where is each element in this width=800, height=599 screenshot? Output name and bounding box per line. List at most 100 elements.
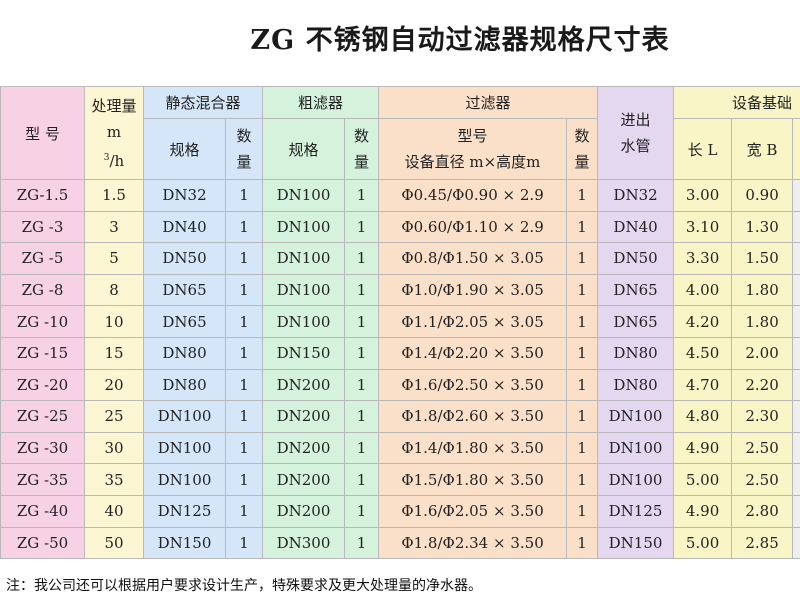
header-mixer-qty: 数量 (224, 118, 264, 180)
cell-capacity: 30 (84, 431, 144, 465)
cell-coarse: DN200 (262, 463, 346, 496)
cell-mixer: DN80 (143, 336, 226, 370)
cell-pipe: DN80 (597, 336, 675, 370)
cell-width: 1.50 (731, 242, 794, 275)
cell-filter: Φ1.8/Φ2.34 × 3.50 (378, 526, 568, 560)
header-filter: 过滤器 (378, 86, 599, 119)
cell-extra (792, 305, 800, 338)
cell-coarse-qty: 1 (344, 273, 380, 307)
cell-capacity: 5 (84, 242, 144, 275)
cell-mixer: DN50 (143, 242, 226, 275)
cell-coarse: DN100 (262, 273, 346, 307)
cell-model: ZG -40 (0, 494, 85, 528)
cell-filter-qty: 1 (566, 273, 599, 307)
cell-capacity: 50 (84, 526, 144, 560)
cell-coarse: DN200 (262, 431, 346, 465)
header-capacity: 处理量 m 3/h (84, 86, 144, 180)
cell-extra (792, 463, 800, 496)
cell-filter: Φ1.5/Φ1.80 × 3.50 (378, 463, 568, 496)
cell-mixer: DN32 (143, 179, 226, 212)
cell-coarse: DN300 (262, 526, 346, 560)
cell-capacity: 8 (84, 273, 144, 307)
cell-width: 1.80 (731, 305, 794, 338)
cell-mixer-qty: 1 (224, 463, 264, 496)
cell-mixer-qty: 1 (224, 368, 264, 402)
cell-pipe: DN65 (597, 305, 675, 338)
cell-filter-qty: 1 (566, 210, 599, 244)
cell-extra (792, 336, 800, 370)
cell-model: ZG -25 (0, 400, 85, 433)
footnote: 注：我公司还可以根据用户要求设计生产，特殊要求及更大处理量的净水器。 (6, 578, 482, 594)
cell-coarse: DN100 (262, 210, 346, 244)
cell-extra (792, 179, 800, 212)
cell-filter: Φ1.4/Φ1.80 × 3.50 (378, 431, 568, 465)
cell-extra (792, 431, 800, 465)
cell-length: 4.50 (673, 336, 733, 370)
cell-filter-qty: 1 (566, 305, 599, 338)
cell-pipe: DN40 (597, 210, 675, 244)
cell-model: ZG -35 (0, 463, 85, 496)
cell-width: 2.80 (731, 494, 794, 528)
cell-capacity: 15 (84, 336, 144, 370)
cell-model: ZG -5 (0, 242, 85, 275)
cell-pipe: DN125 (597, 494, 675, 528)
cell-model: ZG -50 (0, 526, 85, 560)
cell-mixer: DN80 (143, 368, 226, 402)
cell-length: 4.90 (673, 494, 733, 528)
cell-coarse-qty: 1 (344, 242, 380, 275)
cell-capacity: 35 (84, 463, 144, 496)
cell-extra (792, 242, 800, 275)
cell-filter: Φ1.8/Φ2.60 × 3.50 (378, 400, 568, 433)
cell-filter-qty: 1 (566, 526, 599, 560)
table-row: ZG -5 5 DN50 1 DN100 1 Φ0.8/Φ1.50 × 3.05… (0, 242, 800, 275)
table-row: ZG -35 35 DN100 1 DN200 1 Φ1.5/Φ1.80 × 3… (0, 463, 800, 496)
cell-extra (792, 368, 800, 402)
cell-model: ZG -10 (0, 305, 85, 338)
cell-length: 4.20 (673, 305, 733, 338)
cell-mixer: DN65 (143, 273, 226, 307)
cell-mixer: DN100 (143, 431, 226, 465)
cell-capacity: 1.5 (84, 179, 144, 212)
cell-filter: Φ1.4/Φ2.20 × 3.50 (378, 336, 568, 370)
header-extra (792, 118, 800, 180)
cell-length: 3.00 (673, 179, 733, 212)
cell-filter: Φ1.6/Φ2.50 × 3.50 (378, 368, 568, 402)
cell-model: ZG -15 (0, 336, 85, 370)
cell-mixer-qty: 1 (224, 242, 264, 275)
cell-capacity: 40 (84, 494, 144, 528)
cell-capacity: 3 (84, 210, 144, 244)
cell-coarse: DN100 (262, 305, 346, 338)
cell-width: 2.50 (731, 463, 794, 496)
cell-coarse-qty: 1 (344, 463, 380, 496)
header-filter-qty: 数量 (566, 118, 599, 180)
table-row: ZG -30 30 DN100 1 DN200 1 Φ1.4/Φ1.80 × 3… (0, 431, 800, 465)
cell-width: 1.30 (731, 210, 794, 244)
cell-width: 2.85 (731, 526, 794, 560)
cell-mixer: DN40 (143, 210, 226, 244)
cell-filter: Φ1.0/Φ1.90 × 3.05 (378, 273, 568, 307)
cell-mixer-qty: 1 (224, 305, 264, 338)
table-row: ZG -40 40 DN125 1 DN200 1 Φ1.6/Φ2.05 × 3… (0, 494, 800, 528)
cell-extra (792, 210, 800, 244)
cell-length: 4.80 (673, 400, 733, 433)
cell-filter-qty: 1 (566, 400, 599, 433)
cell-model: ZG -20 (0, 368, 85, 402)
cell-capacity: 10 (84, 305, 144, 338)
cell-filter: Φ0.8/Φ1.50 × 3.05 (378, 242, 568, 275)
cell-width: 0.90 (731, 179, 794, 212)
cell-mixer-qty: 1 (224, 400, 264, 433)
table-row: ZG -3 3 DN40 1 DN100 1 Φ0.60/Φ1.10 × 2.9… (0, 210, 800, 244)
cell-width: 2.50 (731, 431, 794, 465)
cell-width: 2.00 (731, 336, 794, 370)
cell-model: ZG -8 (0, 273, 85, 307)
cell-model: ZG -30 (0, 431, 85, 465)
cell-length: 3.30 (673, 242, 733, 275)
header-mixer-spec: 规格 (143, 118, 226, 180)
cell-mixer: DN150 (143, 526, 226, 560)
cell-mixer: DN100 (143, 463, 226, 496)
header-filter-model: 型号 设备直径 m×高度m (378, 118, 568, 180)
header-coarse-qty: 数量 (344, 118, 380, 180)
cell-mixer-qty: 1 (224, 179, 264, 212)
cell-coarse: DN100 (262, 179, 346, 212)
cell-coarse-qty: 1 (344, 400, 380, 433)
